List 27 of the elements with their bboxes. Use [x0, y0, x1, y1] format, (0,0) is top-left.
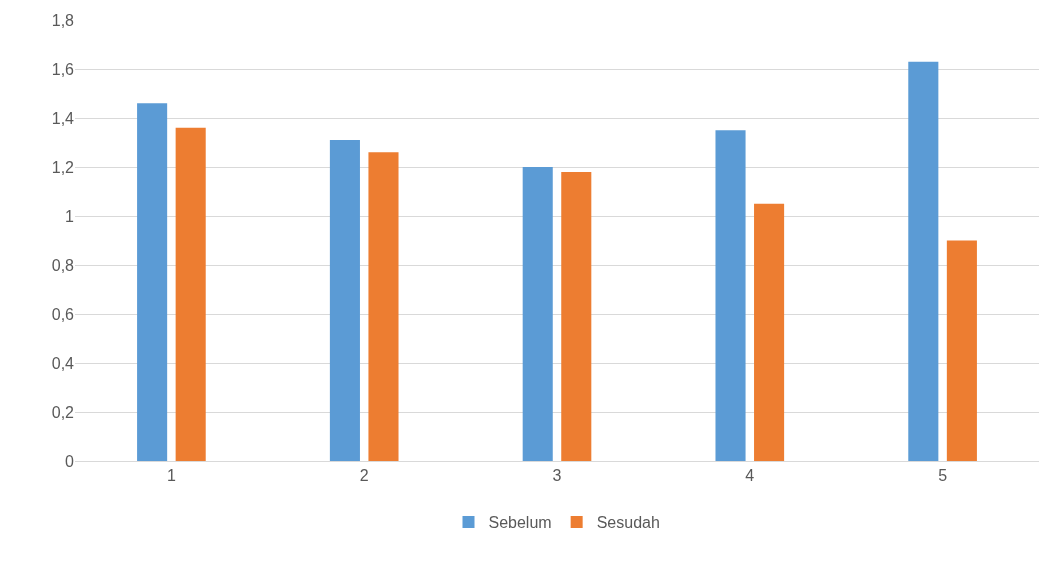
x-tick-label: 1 [166, 467, 176, 485]
bar [137, 103, 168, 461]
y-tick-label: 1,6 [51, 60, 75, 78]
y-tick-label: 1 [65, 207, 75, 225]
x-tick-label: 4 [745, 467, 755, 485]
bar [754, 203, 785, 461]
y-tick-label: 0 [65, 452, 75, 470]
y-tick-label: 1,2 [51, 158, 75, 176]
bar [908, 61, 939, 461]
bar [715, 130, 746, 461]
bar [175, 127, 206, 461]
y-tick-label: 1,8 [51, 11, 75, 29]
x-tick-label: 2 [359, 467, 369, 485]
bar [329, 140, 360, 461]
legend-label: Sebelum [488, 514, 552, 532]
bar [522, 167, 553, 461]
bar [561, 171, 592, 461]
legend-label: Sesudah [596, 514, 660, 532]
x-tick-label: 5 [938, 467, 948, 485]
y-tick-label: 1,4 [51, 109, 75, 127]
y-tick-label: 0,4 [51, 354, 75, 372]
x-tick-label: 3 [552, 467, 562, 485]
y-tick-label: 0,8 [51, 256, 75, 274]
y-tick-label: 0,6 [51, 305, 75, 323]
y-tick-label: 0,2 [51, 403, 75, 421]
bar [946, 240, 977, 461]
bar [368, 152, 399, 461]
